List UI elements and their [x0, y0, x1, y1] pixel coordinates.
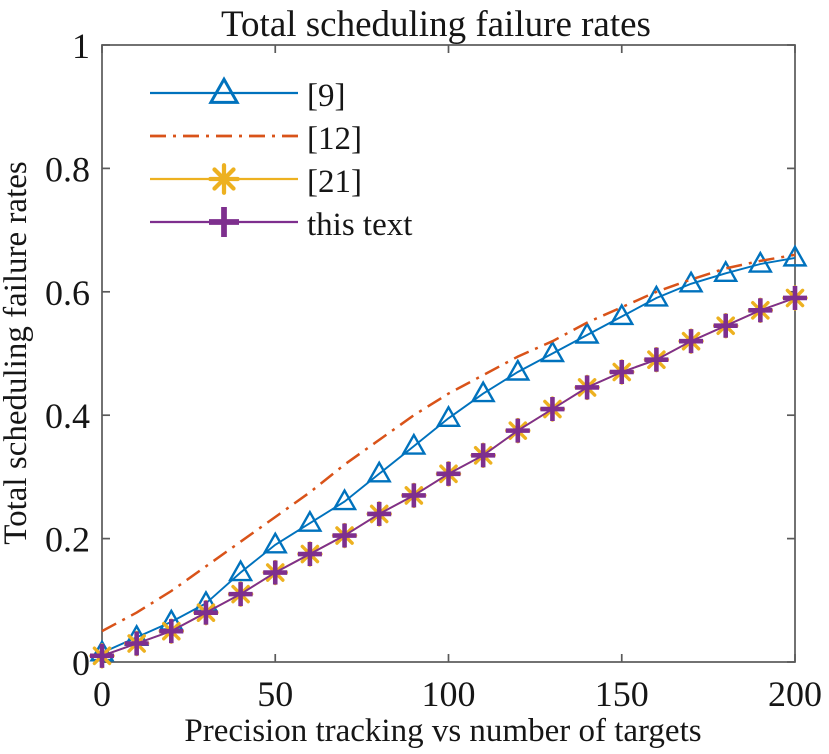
- tick-labels: 0 50 100 150 200 0 0.2 0.4 0.6 0.8 1: [45, 26, 822, 714]
- triangle-marker: [228, 559, 254, 582]
- triangle-marker: [470, 380, 496, 403]
- y-tick-label: 1: [72, 26, 90, 66]
- y-tick-label: 0.8: [45, 149, 90, 189]
- x-tick-label: 200: [768, 674, 822, 714]
- plus-marker: [748, 298, 773, 323]
- plus-marker: [471, 443, 496, 468]
- plus-marker: [124, 631, 149, 656]
- series-9: [89, 244, 808, 662]
- plus-marker: [609, 360, 634, 385]
- series-line-9: [101, 256, 796, 654]
- triangle-marker: [574, 321, 600, 344]
- plus-marker: [263, 560, 288, 585]
- triangle-marker: [782, 244, 808, 267]
- x-tick-label: 50: [257, 674, 293, 714]
- chart-title: Total scheduling failure rates: [221, 4, 651, 45]
- series-this-text: [90, 285, 807, 668]
- triangle-marker: [435, 404, 462, 427]
- series-line-12: [101, 253, 796, 633]
- triangle-marker: [609, 303, 635, 326]
- plus-marker: [783, 285, 807, 310]
- triangle-marker: [366, 460, 392, 483]
- series-markers-this-text: [90, 285, 807, 668]
- plot-area: 0 50 100 150 200 0 0.2 0.4 0.6 0.8 1: [45, 26, 822, 714]
- x-tick-label: 150: [595, 674, 649, 714]
- triangle-marker: [297, 509, 323, 532]
- tick-marks: [101, 44, 796, 663]
- plus-marker: [575, 375, 600, 400]
- plus-marker: [644, 347, 669, 372]
- triangle-marker: [505, 358, 531, 381]
- asterisk-marker: [208, 163, 240, 195]
- plus-marker: [401, 483, 426, 508]
- plus-marker: [193, 600, 218, 625]
- triangle-marker: [539, 340, 566, 363]
- legend-label-series-12: [12]: [307, 121, 362, 157]
- legend: [9] [12] [21] this text: [150, 76, 412, 243]
- plus-marker: [540, 397, 565, 422]
- plus-marker: [505, 418, 530, 443]
- plus-marker: [332, 523, 357, 548]
- series-markers-9: [89, 244, 808, 662]
- triangle-marker: [713, 259, 739, 282]
- triangle-marker: [401, 432, 427, 455]
- y-axis-label: Total scheduling failure rates: [0, 161, 34, 544]
- triangle-marker: [747, 250, 773, 273]
- triangle-marker: [331, 488, 358, 511]
- plus-marker: [679, 329, 704, 354]
- legend-label-series-this-text: this text: [307, 207, 412, 243]
- legend-item-21: [150, 163, 298, 195]
- plus-marker: [209, 207, 239, 237]
- triangle-marker: [208, 76, 240, 104]
- x-tick-label: 100: [422, 674, 476, 714]
- plus-marker: [90, 643, 114, 668]
- legend-marks: [150, 76, 298, 237]
- y-tick-label: 0: [72, 643, 90, 683]
- triangle-marker: [262, 531, 288, 554]
- y-tick-label: 0.6: [45, 273, 90, 313]
- plus-marker: [367, 501, 392, 526]
- triangle-marker: [643, 284, 669, 307]
- x-axis-label: Precision tracking vs number of targets: [184, 713, 701, 749]
- x-tick-label: 0: [93, 674, 111, 714]
- series-12: [101, 253, 796, 633]
- y-tick-label: 0.4: [45, 396, 90, 436]
- legend-item-this-text: [150, 207, 298, 237]
- y-tick-label: 0.2: [45, 520, 90, 560]
- legend-item-9: [150, 76, 298, 104]
- plus-marker: [713, 313, 738, 338]
- plus-marker: [436, 461, 461, 486]
- plus-marker: [159, 619, 184, 644]
- legend-label-series-21: [21]: [307, 164, 362, 200]
- legend-label-series-9: [9]: [307, 78, 345, 114]
- plus-marker: [297, 542, 322, 567]
- plus-marker: [228, 582, 253, 607]
